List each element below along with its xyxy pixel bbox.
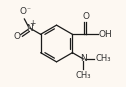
Text: O: O (20, 7, 27, 16)
Text: N: N (26, 24, 33, 33)
Text: +: + (30, 19, 36, 28)
Text: ⁻: ⁻ (26, 6, 30, 15)
Text: CH₃: CH₃ (96, 54, 111, 63)
Text: N: N (80, 54, 87, 63)
Text: O: O (14, 32, 21, 41)
Text: CH₃: CH₃ (75, 71, 91, 80)
Text: OH: OH (99, 30, 112, 39)
Text: O: O (82, 12, 89, 21)
